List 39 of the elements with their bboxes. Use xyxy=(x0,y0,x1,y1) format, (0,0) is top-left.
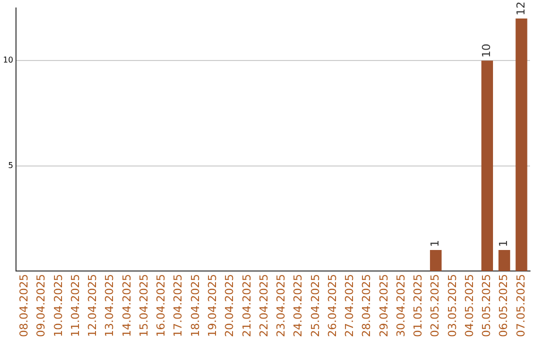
x-tick-label: 08.04.2025 xyxy=(18,274,31,338)
data-label: 1 xyxy=(497,240,510,247)
y-tick-label: 5 xyxy=(8,160,14,170)
data-label: 12 xyxy=(514,2,528,16)
bar xyxy=(481,60,494,272)
x-tick-label: 17.04.2025 xyxy=(172,274,185,338)
x-tick-label: 28.04.2025 xyxy=(360,274,374,338)
x-tick-label: 22.04.2025 xyxy=(257,274,270,338)
x-tick-label: 24.04.2025 xyxy=(292,274,305,338)
bar xyxy=(498,250,510,272)
x-tick-label: 21.04.2025 xyxy=(240,274,254,338)
bar xyxy=(430,250,442,272)
data-label: 1 xyxy=(428,240,442,247)
x-tick-label: 11.04.2025 xyxy=(68,274,82,338)
x-tick-label: 25.04.2025 xyxy=(308,274,322,338)
x-tick-label: 14.04.2025 xyxy=(120,274,134,338)
x-tick-label: 15.04.2025 xyxy=(137,274,150,338)
x-tick-label: 10.04.2025 xyxy=(52,274,65,338)
x-tick-label: 23.04.2025 xyxy=(274,274,288,338)
x-tick-label: 01.05.2025 xyxy=(412,274,425,338)
x-tick-label: 27.04.2025 xyxy=(343,274,356,338)
x-tick-label: 12.04.2025 xyxy=(86,274,100,338)
x-tick-label: 03.05.2025 xyxy=(446,274,459,338)
x-tick-label: 16.04.2025 xyxy=(154,274,168,338)
x-tick-label: 04.05.2025 xyxy=(462,274,476,338)
bar xyxy=(516,18,528,272)
x-tick-label: 20.04.2025 xyxy=(223,274,236,338)
data-label: 10 xyxy=(480,44,494,58)
x-tick-label: 02.05.2025 xyxy=(428,274,442,338)
x-tick-label: 18.04.2025 xyxy=(188,274,202,338)
x-tick-label: 30.04.2025 xyxy=(394,274,408,338)
x-tick-label: 13.04.2025 xyxy=(103,274,116,338)
x-tick-label: 29.04.2025 xyxy=(377,274,390,338)
x-tick-label: 26.04.2025 xyxy=(326,274,339,338)
x-tick-label: 05.05.2025 xyxy=(480,274,494,338)
x-tick-label: 19.04.2025 xyxy=(206,274,220,338)
x-tick-label: 06.05.2025 xyxy=(497,274,510,338)
x-tick-label: 09.04.2025 xyxy=(34,274,48,338)
x-tick-label: 07.05.2025 xyxy=(514,274,528,338)
